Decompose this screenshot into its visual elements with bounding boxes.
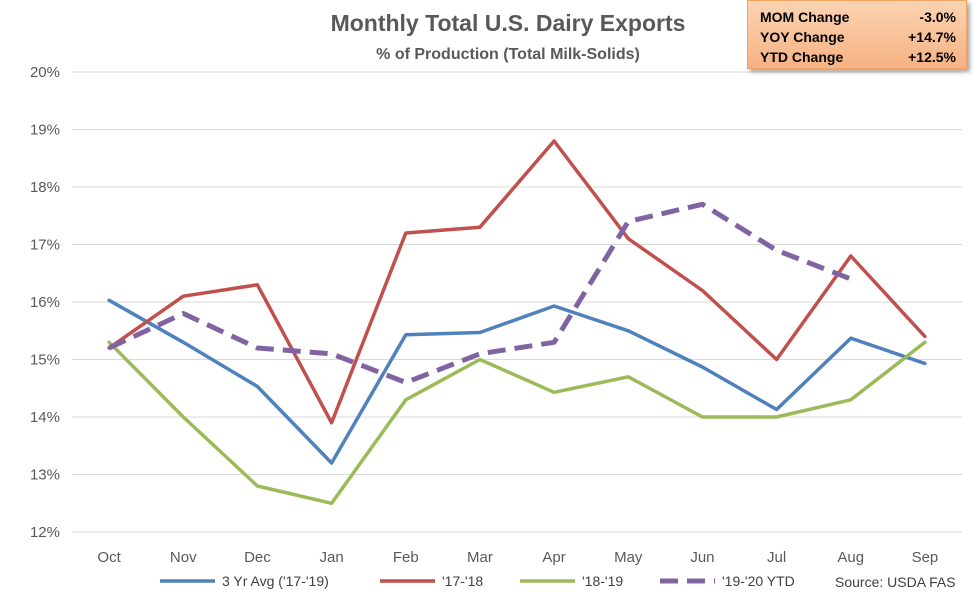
legend-label: 3 Yr Avg ('17-'19)	[222, 573, 329, 589]
x-tick-label: Oct	[97, 549, 121, 566]
x-tick-label: Jun	[690, 549, 714, 566]
y-tick-label: 16%	[30, 294, 60, 311]
series-line-0	[107, 298, 927, 465]
y-tick-label: 12%	[30, 524, 60, 541]
source-note: Source: USDA FAS	[835, 574, 956, 590]
stats-value: +12.5%	[908, 49, 956, 65]
y-tick-label: 17%	[30, 237, 60, 254]
stats-row-ytd: YTD Change +12.5%	[760, 47, 956, 67]
gridlines	[72, 71, 962, 533]
stats-row-mom: MOM Change -3.0%	[760, 7, 956, 27]
series-line-2	[107, 340, 927, 506]
stats-value: -3.0%	[919, 9, 956, 25]
x-tick-label: Mar	[467, 549, 493, 566]
legend-label: '17-'18	[442, 573, 483, 589]
x-tick-label: Sep	[912, 549, 939, 566]
chart-title: Monthly Total U.S. Dairy Exports	[331, 10, 686, 36]
y-tick-label: 15%	[30, 352, 60, 369]
stats-label: YTD Change	[760, 49, 844, 65]
legend-label: '19-'20 YTD	[722, 573, 795, 589]
series-line-1	[107, 139, 927, 425]
legend-label: '18-'19	[582, 573, 623, 589]
x-tick-label: Feb	[393, 549, 419, 566]
x-tick-label: May	[614, 549, 643, 566]
y-axis-ticks: 12% 13% 14% 15% 16% 17% 18% 19% 20%	[30, 64, 60, 541]
legend: 3 Yr Avg ('17-'19) '17-'18 '18-'19 '19-'20 …	[160, 573, 795, 589]
stats-row-yoy: YOY Change +14.7%	[760, 27, 956, 47]
x-tick-label: Nov	[170, 549, 197, 566]
x-tick-label: Apr	[542, 549, 565, 566]
x-tick-label: Jul	[767, 549, 786, 566]
y-tick-label: 14%	[30, 409, 60, 426]
y-tick-label: 18%	[30, 179, 60, 196]
x-axis-ticks: Oct Nov Dec Jan Feb Mar Apr May Jun Jul Aug Sep	[97, 549, 938, 566]
y-tick-label: 13%	[30, 467, 60, 484]
stats-box: MOM Change -3.0% YOY Change +14.7% YTD C…	[747, 0, 967, 69]
y-tick-label: 19%	[30, 122, 60, 139]
series-line-3	[108, 201, 852, 385]
stats-value: +14.7%	[908, 29, 956, 45]
x-tick-label: Dec	[244, 549, 271, 566]
chart-subtitle: % of Production (Total Milk-Solids)	[376, 46, 640, 63]
stats-label: MOM Change	[760, 9, 850, 25]
series-lines	[107, 139, 927, 506]
x-tick-label: Aug	[837, 549, 864, 566]
stats-label: YOY Change	[760, 29, 845, 45]
x-tick-label: Jan	[319, 549, 343, 566]
y-tick-label: 20%	[30, 64, 60, 81]
